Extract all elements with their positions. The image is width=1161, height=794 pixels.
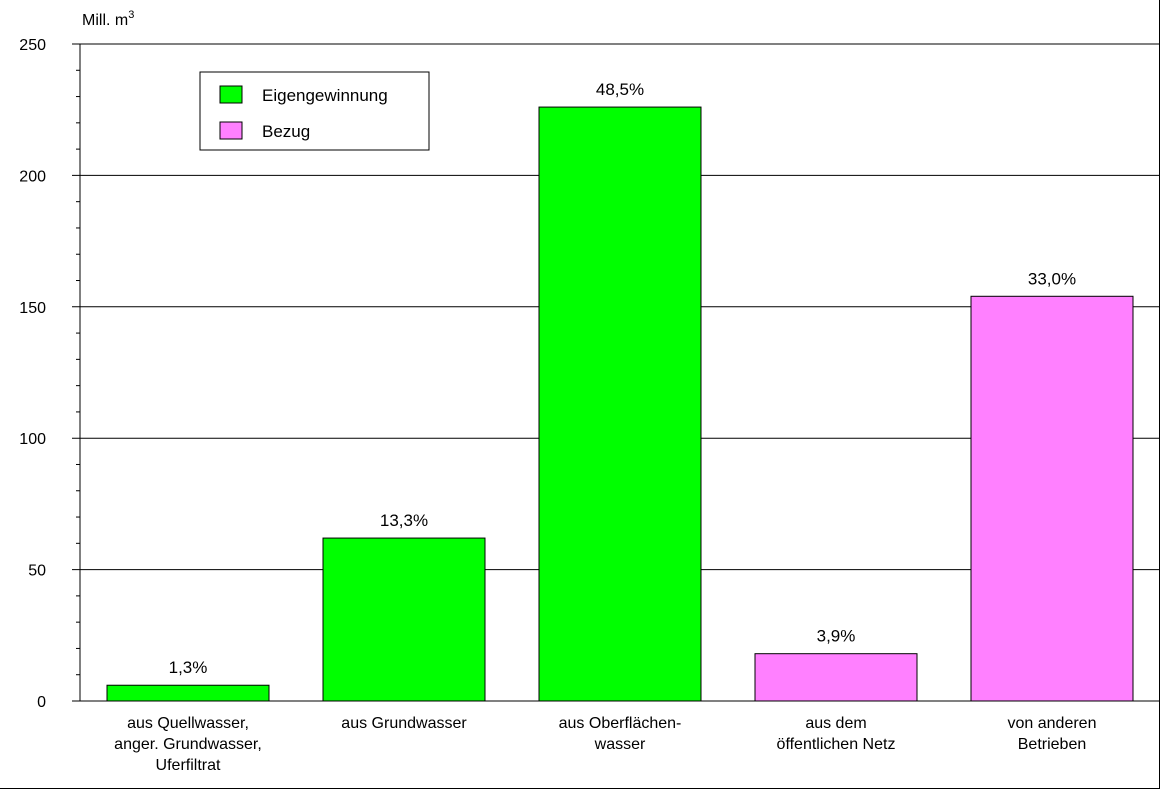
bar-1 (106, 684, 270, 702)
category-label-line: von anderen (1008, 715, 1097, 732)
data-label-5: 33,0% (1028, 269, 1076, 288)
category-label-3: aus Oberflächen-wasser (559, 715, 682, 753)
y-tick-label: 250 (19, 37, 46, 54)
category-label-line: wasser (594, 736, 646, 753)
data-label-2: 13,3% (380, 511, 428, 530)
y-tick-label: 0 (37, 694, 46, 711)
bar-2 (322, 537, 486, 702)
category-label-line: aus Oberflächen- (559, 715, 682, 732)
bar-5 (970, 295, 1134, 702)
legend-label-bezug: Bezug (262, 122, 310, 141)
data-label-4: 3,9% (817, 627, 856, 646)
category-label-line: anger. Grundwasser, (114, 736, 262, 753)
category-label-5: von anderen Betrieben (1008, 715, 1097, 753)
y-tick-label: 150 (19, 300, 46, 317)
legend: Eigengewinnung Bezug (199, 71, 430, 151)
category-label-line: Betrieben (1018, 736, 1087, 753)
category-label-line: aus dem (805, 715, 866, 732)
category-label-line: aus Grundwasser (341, 715, 467, 732)
axes (79, 44, 1160, 702)
data-labels: 1,3% 13,3% 48,5% 3,9% 33,0% (169, 80, 1076, 677)
category-label-4: aus dem öffentlichen Netz (777, 715, 896, 753)
category-label-1: aus Quellwasser, anger. Grundwasser, Uferf… (114, 715, 262, 774)
y-tick-label: 100 (19, 431, 46, 448)
category-label-line: öffentlichen Netz (777, 736, 896, 753)
category-label-line: aus Quellwasser, (127, 715, 249, 732)
minor-ticks (76, 69, 80, 676)
bar-3 (538, 106, 702, 702)
legend-swatch-eigengewinnung (219, 85, 243, 104)
y-tick-labels: 0 50 100 150 200 250 (19, 37, 46, 711)
legend-swatch-bezug (219, 121, 243, 140)
unit-superscript: 3 (128, 9, 134, 21)
y-axis-unit-label: Mill. m3 (82, 9, 134, 29)
data-label-1: 1,3% (169, 658, 208, 677)
bars (106, 106, 1134, 702)
unit-base: Mill. m (82, 12, 128, 29)
bar-4 (754, 653, 918, 702)
category-labels: aus Quellwasser, anger. Grundwasser, Uferf… (114, 715, 1096, 774)
y-tick-label: 50 (28, 563, 46, 580)
legend-label-eigengewinnung: Eigengewinnung (262, 86, 388, 105)
category-label-2: aus Grundwasser (341, 715, 467, 732)
data-label-3: 48,5% (596, 80, 644, 99)
category-label-line: Uferfiltrat (156, 757, 221, 774)
y-tick-label: 200 (19, 168, 46, 185)
